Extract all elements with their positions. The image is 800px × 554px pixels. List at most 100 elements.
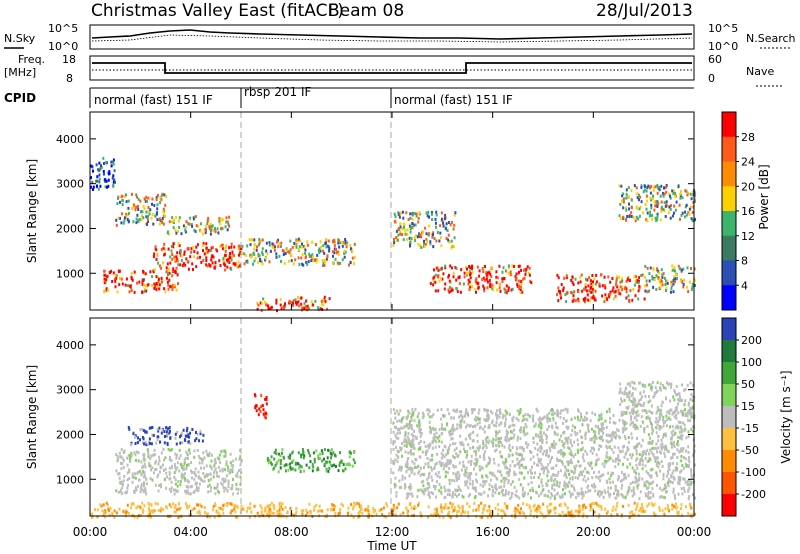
echo-cell-region-8 <box>486 286 489 290</box>
echo-cell-region-4 <box>157 261 160 265</box>
echo-cell-region-5 <box>584 490 587 494</box>
echo-cell-region-7 <box>406 233 409 236</box>
echo-cell-region-5 <box>602 473 605 477</box>
echo-cell-region-5 <box>469 459 472 463</box>
echo-cell-region-3 <box>427 515 430 519</box>
echo-cell-region-3 <box>337 512 340 516</box>
echo-cell-region-3 <box>173 285 176 289</box>
echo-cell-region-3 <box>671 507 674 511</box>
echo-cell-region-5 <box>522 449 525 453</box>
echo-cell-region-4 <box>209 472 212 476</box>
echo-cell-region-1 <box>156 194 159 197</box>
echo-cell-region-4 <box>180 466 183 469</box>
echo-cell-region-4 <box>158 459 161 463</box>
echo-cell-region-5 <box>561 451 564 455</box>
echo-cell-region-5 <box>525 441 528 445</box>
echo-cell-region-3 <box>301 512 304 516</box>
echo-cell-region-5 <box>483 482 486 486</box>
echo-cell-region-5 <box>591 476 594 480</box>
echo-cell-region-10 <box>625 218 628 222</box>
echo-cell-region-2 <box>270 455 273 459</box>
echo-cell-region-5 <box>513 423 516 427</box>
echo-cell-region-0 <box>110 160 113 164</box>
echo-cell-region-5 <box>543 450 546 453</box>
echo-cell-region-5 <box>464 450 466 454</box>
echo-cell-region-5 <box>306 240 309 244</box>
echo-cell-region-3 <box>171 287 174 291</box>
echo-cell-region-5 <box>408 485 411 489</box>
echo-cell-region-1 <box>158 222 161 226</box>
echo-cell-region-5 <box>559 411 562 415</box>
echo-cell-region-4 <box>197 454 200 458</box>
echo-cell-region-5 <box>630 432 633 436</box>
echo-cell-region-10 <box>630 198 633 202</box>
echo-cell-region-2 <box>270 461 273 465</box>
echo-cell-region-4 <box>205 464 208 468</box>
echo-cell-region-3 <box>334 511 337 515</box>
echo-cell-region-3 <box>234 510 237 514</box>
echo-cell-region-1 <box>145 210 148 214</box>
echo-cell-region-5 <box>399 446 402 450</box>
echo-cell-region-5 <box>672 443 675 447</box>
echo-cell-region-5 <box>529 450 531 453</box>
echo-cell-region-3 <box>247 506 249 510</box>
echo-cell-region-5 <box>253 242 256 246</box>
echo-cell-region-4 <box>173 492 176 496</box>
echo-cell-region-5 <box>683 428 686 432</box>
echo-cell-region-4 <box>171 252 174 256</box>
echo-cell-region-7 <box>398 215 401 219</box>
echo-cell-region-3 <box>578 506 581 510</box>
echo-cell-region-1 <box>142 216 145 220</box>
echo-cell-region-4 <box>197 470 200 474</box>
echo-cell-region-5 <box>404 431 407 435</box>
echo-cell-region-11 <box>657 276 660 279</box>
echo-cell-region-9 <box>577 290 580 293</box>
echo-cell-region-7 <box>406 228 409 232</box>
echo-cell-region-6 <box>650 411 653 414</box>
echo-cell-region-5 <box>410 486 413 489</box>
echo-cell-region-3 <box>308 502 311 506</box>
echo-cell-region-10 <box>673 204 676 208</box>
echo-cell-region-4 <box>143 481 145 485</box>
echo-cell-region-5 <box>410 424 413 427</box>
echo-cell-region-4 <box>208 263 211 267</box>
echo-cell-region-3 <box>614 508 617 512</box>
echo-cell-region-5 <box>246 244 249 248</box>
echo-cell-region-4 <box>208 483 211 487</box>
echo-cell-region-2 <box>178 225 181 229</box>
echo-cell-region-5 <box>609 486 612 490</box>
echo-cell-region-5 <box>494 491 497 495</box>
echo-cell-region-4 <box>170 480 173 484</box>
echo-cell-region-1 <box>116 202 119 205</box>
echo-cell-region-4 <box>172 488 175 492</box>
echo-cell-region-11 <box>673 275 676 279</box>
echo-cell-region-3 <box>466 502 469 506</box>
echo-cell-region-9 <box>557 289 560 293</box>
echo-cell-region-2 <box>328 466 331 470</box>
echo-cell-region-3 <box>472 509 475 512</box>
echo-cell-region-5 <box>279 245 282 248</box>
echo-cell-region-5 <box>566 410 569 414</box>
echo-cell-region-5 <box>605 454 608 458</box>
echo-cell-region-3 <box>554 506 557 510</box>
echo-cell-region-0 <box>165 426 168 430</box>
echo-cell-region-4 <box>154 483 157 487</box>
echo-cell-region-7 <box>450 239 453 243</box>
echo-cell-region-5 <box>641 467 644 471</box>
echo-cell-region-4 <box>197 489 200 493</box>
echo-cell-region-9 <box>633 283 636 287</box>
echo-cell-region-5 <box>657 460 660 464</box>
echo-cell-region-4 <box>237 260 240 264</box>
echo-cell-region-5 <box>542 431 545 435</box>
echo-cell-region-3 <box>484 504 487 507</box>
echo-cell-region-3 <box>620 513 623 517</box>
echo-cell-region-5 <box>474 457 477 461</box>
echo-cell-region-5 <box>444 462 447 466</box>
echo-cell-region-7 <box>425 238 428 241</box>
echo-cell-region-3 <box>372 507 375 511</box>
echo-cell-region-4 <box>219 244 222 248</box>
echo-cell-region-3 <box>124 283 127 287</box>
echo-cell-region-5 <box>440 426 443 430</box>
echo-cell-region-4 <box>239 455 242 459</box>
echo-cell-region-5 <box>296 239 299 243</box>
